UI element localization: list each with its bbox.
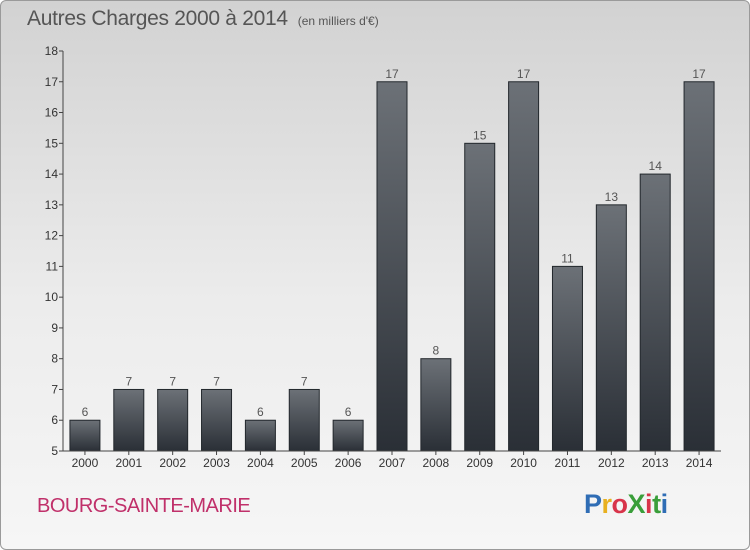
chart-unit: (en milliers d'€) xyxy=(297,14,379,28)
y-tick-label-15: 15 xyxy=(45,136,59,150)
x-tick-label-2011: 2011 xyxy=(555,456,581,470)
logo-letter: i xyxy=(660,489,669,519)
y-tick-label-11: 11 xyxy=(46,259,59,273)
y-tick-label-14: 14 xyxy=(45,167,59,181)
x-tick-label-2009: 2009 xyxy=(466,456,493,470)
data-label-2003: 7 xyxy=(213,374,220,388)
logo-letter: P xyxy=(584,489,602,519)
data-label-2010: 17 xyxy=(517,67,531,81)
logo-letter: t xyxy=(652,489,661,519)
bar-2010 xyxy=(508,81,540,452)
x-tick-label-2001: 2001 xyxy=(115,456,142,470)
data-label-2014: 17 xyxy=(692,67,706,81)
data-label-2011: 11 xyxy=(561,251,574,265)
data-label-2007: 17 xyxy=(385,67,399,81)
x-tick-label-2007: 2007 xyxy=(379,456,406,470)
logo-letter: X xyxy=(627,489,646,519)
data-label-2013: 14 xyxy=(649,159,663,173)
x-tick-label-2008: 2008 xyxy=(423,456,450,470)
bar-2006 xyxy=(332,419,364,452)
bar-2009 xyxy=(464,142,496,452)
bar-2000 xyxy=(69,419,101,452)
axes-group: 2000 2001 2002 2003 2004 2005 2006 2007 2008 2009… xyxy=(45,44,721,470)
bars-group: 6 7 7 7 6 7 6 17 8 15 17 11 13 14 17 xyxy=(69,67,715,452)
data-label-2005: 7 xyxy=(301,374,308,388)
bar-2003 xyxy=(201,388,233,452)
y-tick-label-5: 5 xyxy=(51,444,58,458)
x-tick-label-2013: 2013 xyxy=(642,456,669,470)
x-tick-label-2006: 2006 xyxy=(335,456,362,470)
chart-title: Autres Charges 2000 à 2014 xyxy=(27,7,288,30)
logo-letter: r xyxy=(601,489,613,519)
bar-2005 xyxy=(288,388,320,452)
bar-2011 xyxy=(551,265,583,452)
proxiti-logo: ProXiti xyxy=(584,489,668,520)
data-label-2002: 7 xyxy=(169,374,176,388)
x-tick-label-2003: 2003 xyxy=(203,456,230,470)
x-tick-label-2002: 2002 xyxy=(159,456,186,470)
data-label-2000: 6 xyxy=(82,405,89,419)
y-tick-label-13: 13 xyxy=(45,198,59,212)
y-tick-label-8: 8 xyxy=(51,352,58,366)
bar-2008 xyxy=(420,358,452,452)
x-tick-label-2000: 2000 xyxy=(72,456,99,470)
bar-2012 xyxy=(595,204,627,452)
x-tick-label-2004: 2004 xyxy=(247,456,274,470)
y-tick-label-17: 17 xyxy=(45,75,59,89)
y-tick-label-9: 9 xyxy=(51,321,58,335)
bar-2001 xyxy=(113,388,145,452)
y-tick-label-7: 7 xyxy=(51,382,58,396)
bar-2013 xyxy=(639,173,671,452)
logo-letter: o xyxy=(611,489,629,519)
bar-2007 xyxy=(376,81,408,452)
bar-2002 xyxy=(157,388,189,452)
y-tick-label-6: 6 xyxy=(51,413,58,427)
data-label-2006: 6 xyxy=(345,405,352,419)
x-tick-label-2012: 2012 xyxy=(598,456,625,470)
bar-2014 xyxy=(683,81,715,452)
y-tick-label-12: 12 xyxy=(45,229,59,243)
bar-2004 xyxy=(244,419,276,452)
x-tick-label-2010: 2010 xyxy=(510,456,537,470)
data-label-2001: 7 xyxy=(125,374,132,388)
y-tick-label-18: 18 xyxy=(45,44,59,58)
y-tick-label-16: 16 xyxy=(45,106,59,120)
data-label-2009: 15 xyxy=(473,128,487,142)
x-tick-label-2005: 2005 xyxy=(291,456,318,470)
commune-name: BOURG-SAINTE-MARIE xyxy=(37,495,251,517)
data-label-2012: 13 xyxy=(605,190,619,204)
y-tick-label-10: 10 xyxy=(45,290,59,304)
data-label-2008: 8 xyxy=(433,344,440,358)
data-label-2004: 6 xyxy=(257,405,264,419)
logo-letter: i xyxy=(645,489,653,519)
title-block: Autres Charges 2000 à 2014 (en milliers d… xyxy=(27,7,379,31)
x-tick-label-2014: 2014 xyxy=(686,456,713,470)
